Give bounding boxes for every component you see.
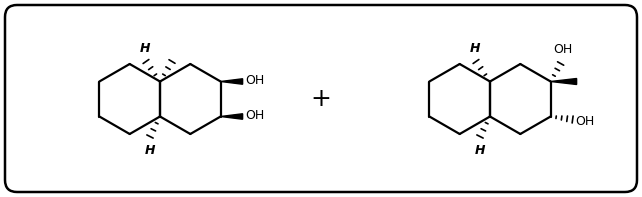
Text: OH: OH: [576, 115, 595, 128]
Text: H: H: [470, 42, 480, 55]
Text: OH: OH: [246, 74, 265, 87]
Text: H: H: [140, 42, 150, 55]
Polygon shape: [221, 79, 243, 84]
Text: H: H: [144, 143, 155, 156]
Text: OH: OH: [553, 43, 572, 56]
FancyBboxPatch shape: [5, 5, 637, 192]
Text: +: +: [311, 87, 331, 111]
Text: H: H: [474, 143, 485, 156]
Text: OH: OH: [246, 109, 265, 122]
Polygon shape: [221, 114, 243, 119]
Polygon shape: [551, 78, 577, 85]
